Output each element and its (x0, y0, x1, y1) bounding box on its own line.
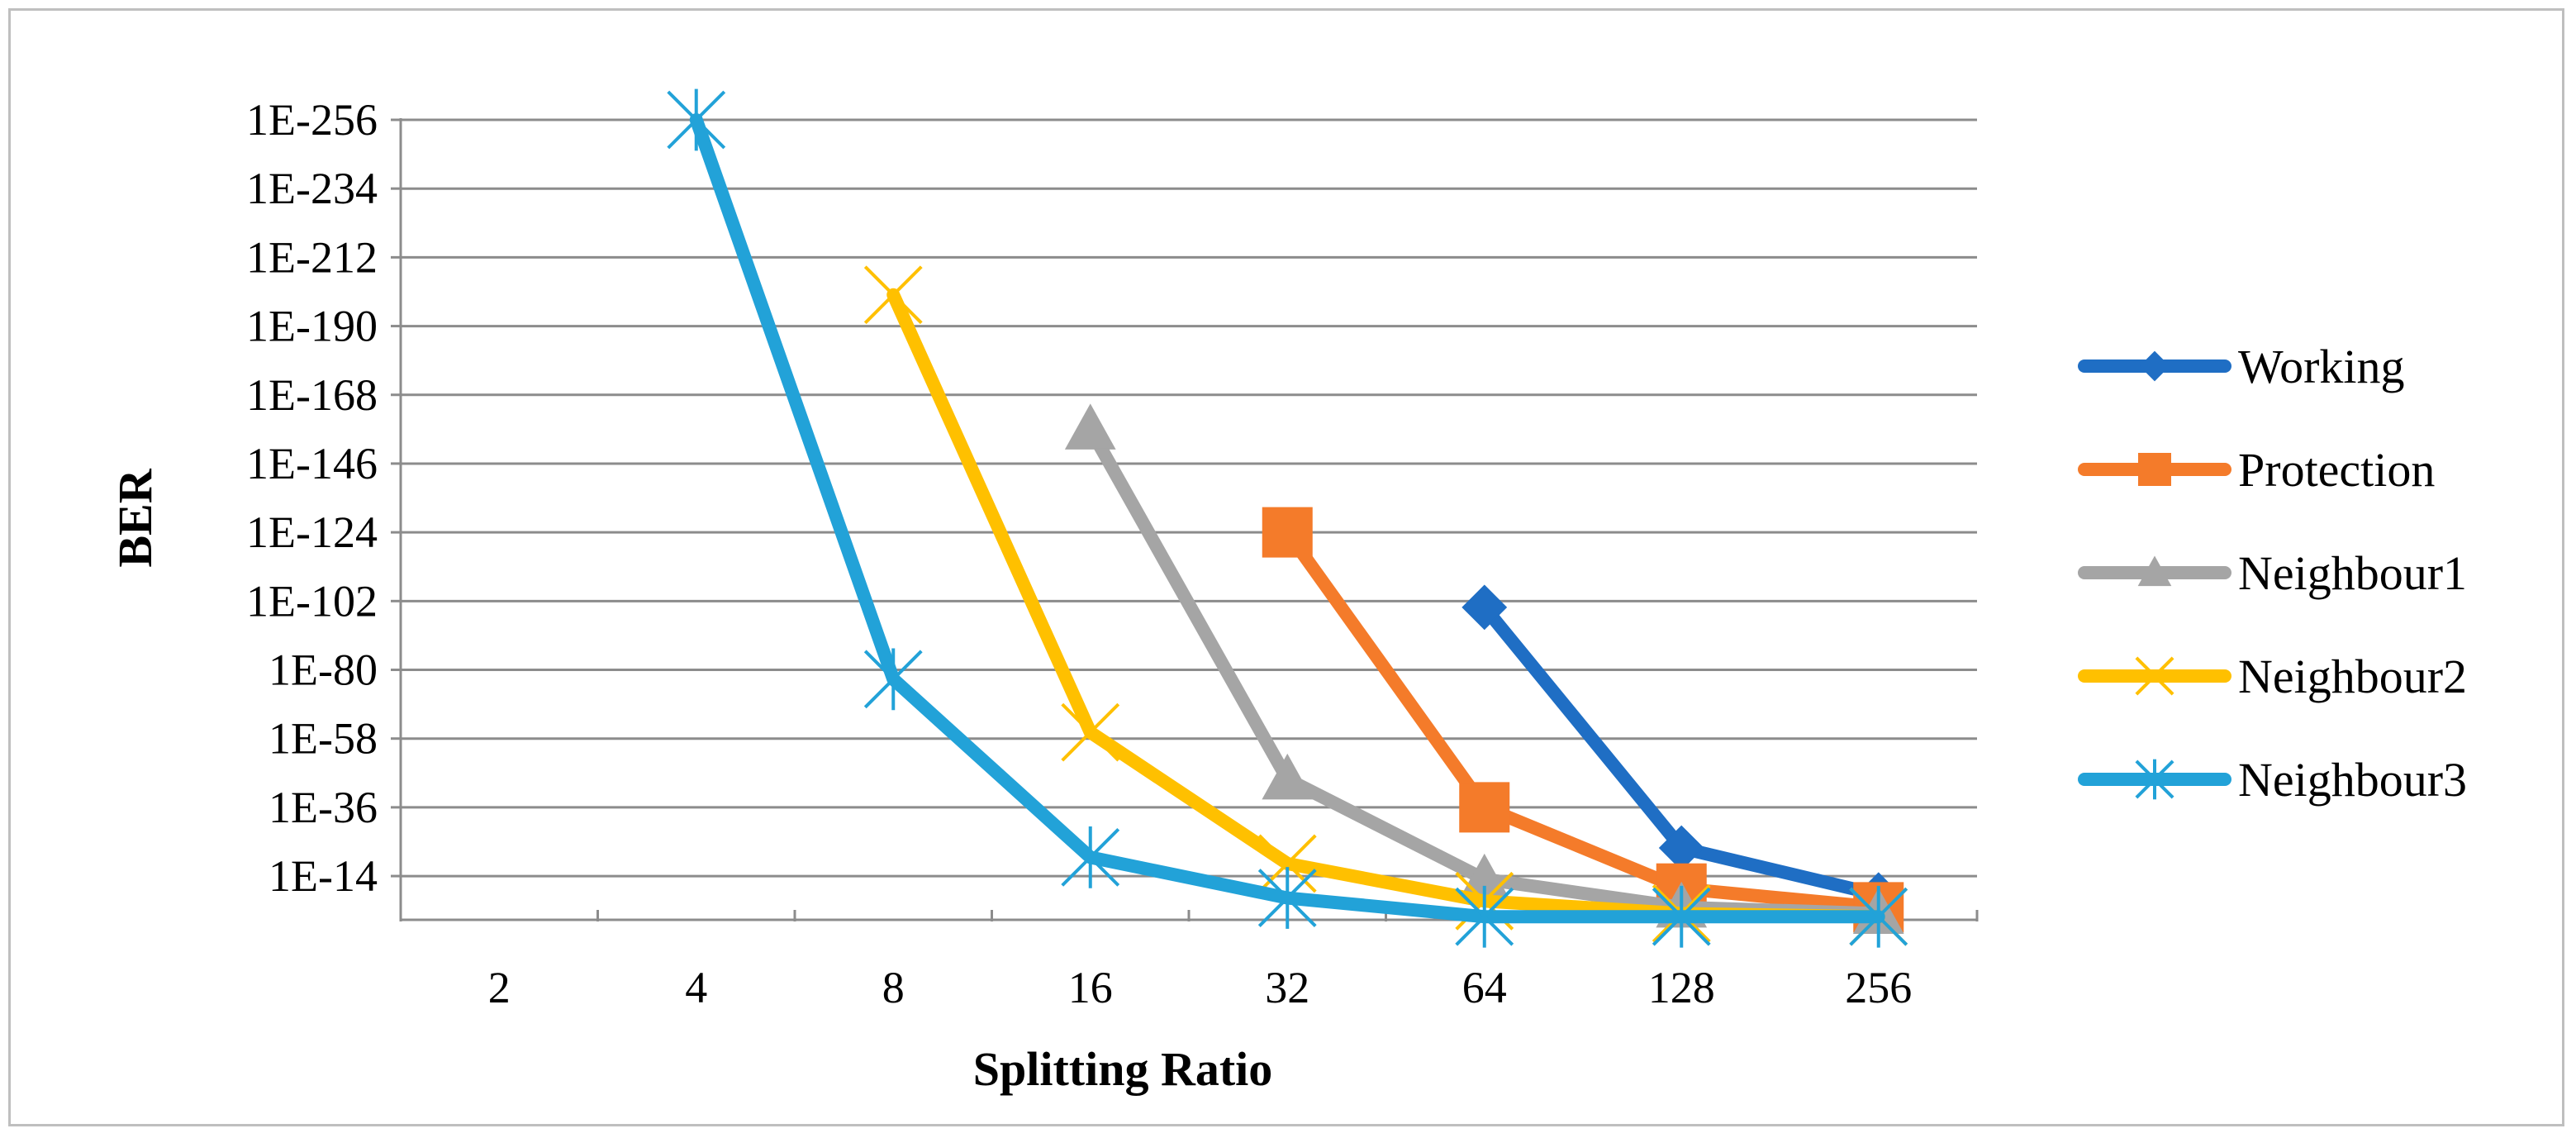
y-tick-label: 1E-168 (246, 370, 378, 420)
data-point-diamond (2139, 350, 2170, 382)
marker-stroke (1257, 834, 1317, 893)
x-tick-label: 64 (1462, 963, 1507, 1012)
x-tick-label: 32 (1265, 963, 1309, 1012)
marker-stroke (1061, 702, 1120, 762)
data-point-triangle (2137, 555, 2172, 587)
marker-shape (2139, 350, 2170, 382)
series-line (1281, 526, 1885, 914)
x-tick-label: 8 (882, 963, 905, 1012)
x-tick-label: 128 (1648, 963, 1715, 1012)
marker-stroke (2135, 656, 2174, 696)
y-tick-label: 1E-146 (246, 439, 378, 488)
data-point-asterisk (1455, 885, 1514, 948)
data-point-asterisk (1849, 885, 1908, 948)
series-neighbour2 (863, 265, 1908, 946)
legend: Working Protection Neighbour1 Neighbour2 Nei… (2078, 340, 2467, 807)
data-point-triangle (1064, 403, 1116, 450)
y-tick-label: 1E-14 (269, 851, 378, 901)
x-tick-label: 4 (685, 963, 707, 1012)
data-point-asterisk (2135, 759, 2174, 800)
data-point-x (2135, 656, 2174, 696)
y-tick-label: 1E-234 (246, 164, 378, 213)
series-neighbour3 (667, 88, 1908, 948)
y-tick-labels: 1E-14 1E-36 1E-58 1E-80 1E-102 1E-124 1E-146 1E… (246, 95, 378, 901)
y-tick-label: 1E-80 (269, 645, 378, 695)
legend-item-protection: Protection (2078, 443, 2435, 497)
marker-stroke (863, 265, 923, 325)
y-tick-label: 1E-102 (246, 576, 378, 626)
data-point-asterisk (667, 88, 726, 151)
series-layer (667, 88, 1908, 948)
data-point-triangle (1262, 753, 1314, 800)
marker-shape (2137, 555, 2172, 587)
x-axis-title: Splitting Ratio (973, 1042, 1273, 1096)
chart-frame: 1E-14 1E-36 1E-58 1E-80 1E-102 1E-124 1E-146 1E… (8, 8, 2564, 1126)
data-point-asterisk (1257, 867, 1317, 929)
y-tick-label: 1E-36 (269, 783, 378, 832)
y-tick-label: 1E-212 (246, 232, 378, 282)
marker-shape (1262, 507, 1313, 558)
series-protection (1262, 507, 1904, 933)
legend-item-neighbour2: Neighbour2 (2078, 650, 2467, 703)
marker-shape (1459, 782, 1510, 833)
data-point-asterisk (1061, 826, 1120, 888)
y-axis-title: BER (108, 468, 162, 567)
legend-label: Neighbour3 (2238, 753, 2467, 807)
legend-label: Neighbour2 (2238, 650, 2467, 703)
data-point-asterisk (1652, 885, 1711, 948)
y-tick-label: 1E-256 (246, 95, 378, 145)
series-line (1083, 422, 1885, 921)
x-tick-label: 2 (488, 963, 511, 1012)
x-tick-labels: 2 4 8 16 32 64 128 256 (488, 963, 1913, 1012)
data-point-square (2138, 453, 2171, 486)
gridlines (401, 118, 1977, 878)
data-point-square (1262, 507, 1313, 558)
legend-label: Neighbour1 (2238, 546, 2467, 600)
marker-shape (1461, 584, 1508, 631)
x-tick-label: 16 (1068, 963, 1113, 1012)
legend-item-working: Working (2078, 340, 2405, 393)
legend-label: Protection (2238, 443, 2435, 497)
data-point-x (1061, 702, 1120, 762)
y-tick-label: 1E-58 (269, 714, 378, 764)
marker-shape (1064, 403, 1116, 450)
y-tick-label: 1E-190 (246, 302, 378, 351)
legend-item-neighbour3: Neighbour3 (2078, 753, 2467, 807)
data-point-x (1257, 834, 1317, 893)
data-point-x (863, 265, 923, 325)
data-point-asterisk (863, 648, 923, 711)
chart-canvas: 1E-14 1E-36 1E-58 1E-80 1E-102 1E-124 1E-146 1E… (108, 88, 2467, 1096)
marker-shape (2138, 453, 2171, 486)
marker-shape (1262, 753, 1314, 800)
data-point-diamond (1461, 584, 1508, 631)
x-tick-label: 256 (1845, 963, 1912, 1012)
legend-item-neighbour1: Neighbour1 (2078, 546, 2467, 600)
legend-label: Working (2238, 340, 2405, 393)
y-tick-label: 1E-124 (246, 507, 378, 557)
data-point-square (1459, 782, 1510, 833)
